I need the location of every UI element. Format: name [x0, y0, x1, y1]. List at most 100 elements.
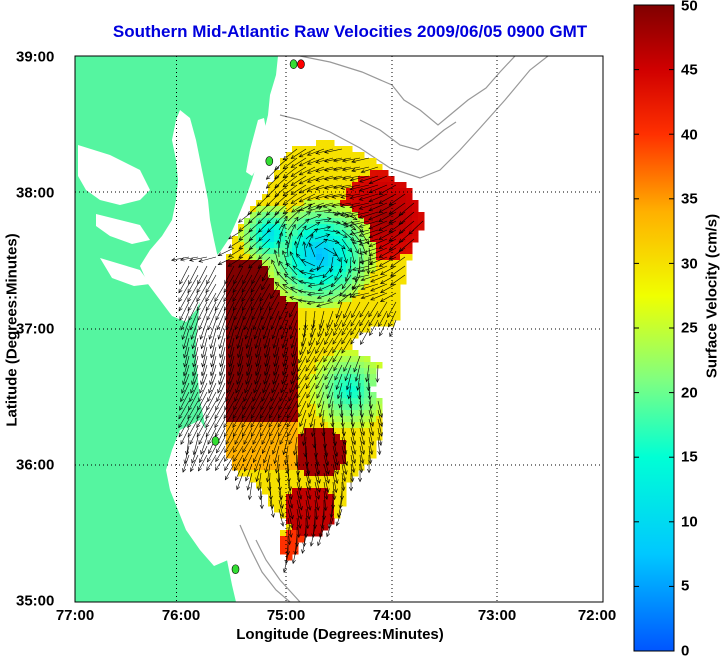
velocity-arrow: [248, 247, 262, 260]
velocity-cell: [274, 416, 281, 423]
velocity-cell: [358, 362, 365, 369]
velocity-cell: [268, 260, 275, 267]
velocity-cell: [262, 482, 269, 489]
velocity-cell: [274, 272, 281, 279]
velocity-cell: [316, 248, 323, 255]
velocity-cell: [280, 368, 287, 375]
velocity-cell: [244, 338, 251, 345]
velocity-arrow: [199, 319, 208, 340]
velocity-arrow: [351, 157, 370, 164]
velocity-cell: [274, 212, 281, 219]
velocity-cell: [274, 230, 281, 237]
velocity-cell: [268, 290, 275, 297]
chesapeake-bay: [140, 110, 218, 322]
velocity-cell: [256, 248, 263, 255]
velocity-arrow: [297, 298, 316, 303]
velocity-arrow: [245, 463, 253, 482]
velocity-cell: [394, 224, 401, 231]
velocity-arrow: [279, 382, 289, 402]
velocity-arrow: [280, 319, 289, 340]
velocity-cell: [292, 488, 299, 495]
velocity-cell: [280, 536, 287, 543]
velocity-cell: [376, 206, 383, 213]
velocity-cell: [400, 248, 407, 255]
velocity-arrow: [233, 391, 244, 411]
velocity-arrow: [368, 427, 375, 446]
velocity-cell: [310, 284, 317, 291]
velocity-cell: [358, 314, 365, 321]
velocity-arrow: [378, 193, 397, 204]
velocity-cell: [340, 260, 347, 267]
velocity-cell: [286, 338, 293, 345]
velocity-cell: [340, 206, 347, 213]
velocity-cell: [274, 482, 281, 489]
velocity-arrow: [325, 373, 334, 390]
velocity-cell: [370, 272, 377, 279]
velocity-cell: [346, 452, 353, 459]
velocity-cell: [262, 464, 269, 471]
velocity-cell: [274, 236, 281, 243]
velocity-cell: [286, 470, 293, 477]
velocity-cell: [250, 428, 257, 435]
velocity-arrow: [262, 319, 271, 340]
velocity-cell: [334, 224, 341, 231]
velocity-cell: [292, 260, 299, 267]
velocity-cell: [394, 260, 401, 267]
velocity-arrow: [252, 427, 262, 445]
delaware-bay: [246, 118, 268, 176]
velocity-cell: [298, 416, 305, 423]
velocity-cell: [232, 236, 239, 243]
velocity-cell: [334, 200, 341, 207]
velocity-cell: [238, 434, 245, 441]
velocity-cell: [340, 446, 347, 453]
velocity-cell: [298, 332, 305, 339]
colorbar: [633, 4, 675, 652]
velocity-arrow: [357, 256, 362, 275]
velocity-cell: [322, 410, 329, 417]
velocity-arrow: [273, 249, 280, 267]
velocity-cell: [322, 140, 329, 147]
velocity-cell: [310, 302, 317, 309]
velocity-cell: [364, 416, 371, 423]
velocity-cell: [304, 146, 311, 153]
velocity-arrow: [298, 175, 316, 185]
velocity-cell: [310, 248, 317, 255]
velocity-arrow: [358, 220, 379, 228]
velocity-cell: [244, 404, 251, 411]
station-marker: [297, 59, 305, 69]
velocity-arrow: [247, 202, 262, 216]
velocity-cell: [304, 272, 311, 279]
velocity-cell: [334, 146, 341, 153]
velocity-cell: [286, 182, 293, 189]
velocity-cell: [346, 248, 353, 255]
velocity-cell: [298, 368, 305, 375]
velocity-arrow: [379, 319, 388, 337]
velocity-cell: [280, 224, 287, 231]
velocity-cell: [262, 212, 269, 219]
velocity-cell: [322, 428, 329, 435]
velocity-arrow: [241, 409, 253, 428]
velocity-cell: [304, 302, 311, 309]
velocity-arrow: [238, 238, 253, 250]
velocity-cell: [346, 386, 353, 393]
velocity-cell: [316, 272, 323, 279]
velocity-cell: [412, 224, 419, 231]
velocity-cell: [286, 266, 293, 273]
velocity-cell: [262, 206, 269, 213]
velocity-cell: [334, 260, 341, 267]
velocity-arrow: [300, 418, 307, 437]
velocity-cell: [304, 314, 311, 321]
velocity-arrow: [368, 418, 375, 437]
velocity-cell: [256, 308, 263, 315]
velocity-cell: [334, 344, 341, 351]
velocity-cell: [316, 182, 323, 189]
velocity-arrow: [209, 355, 217, 377]
velocity-arrow: [282, 436, 289, 456]
velocity-cell: [334, 458, 341, 465]
velocity-arrow: [310, 418, 316, 438]
velocity-arrow: [200, 364, 208, 386]
velocity-cell: [256, 464, 263, 471]
velocity-cell: [274, 470, 281, 477]
velocity-cell: [340, 164, 347, 171]
velocity-cell: [394, 278, 401, 285]
